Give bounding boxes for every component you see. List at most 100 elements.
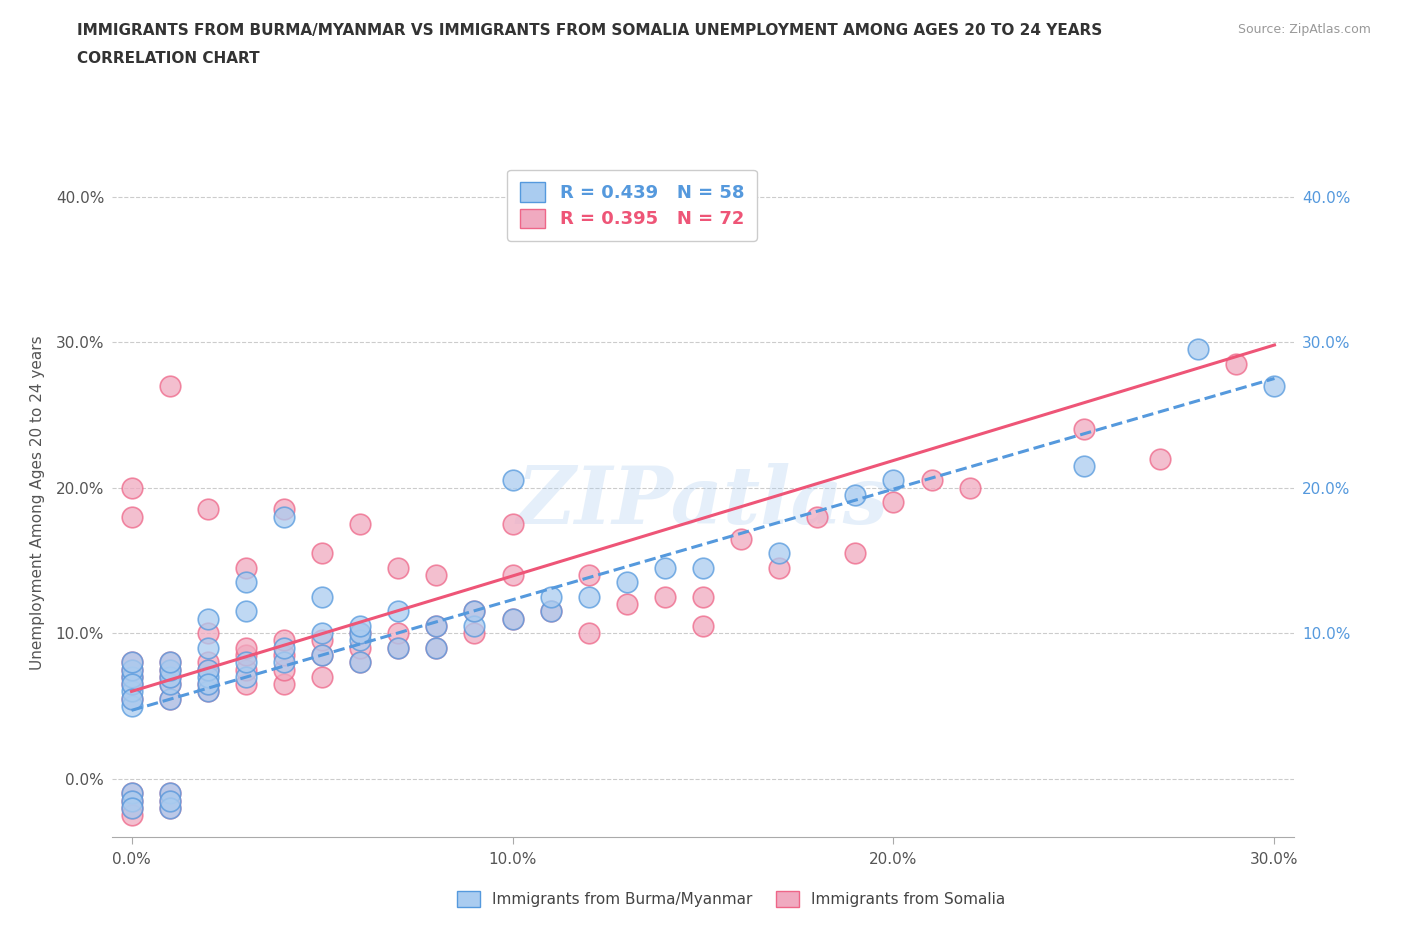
Point bbox=[197, 684, 219, 698]
Point bbox=[387, 641, 409, 656]
Point bbox=[616, 575, 638, 590]
Point bbox=[159, 662, 181, 677]
Point bbox=[1225, 356, 1247, 371]
Point bbox=[273, 510, 295, 525]
Point bbox=[121, 677, 143, 692]
Point bbox=[502, 611, 524, 626]
Point bbox=[273, 662, 295, 677]
Point bbox=[197, 626, 219, 641]
Point bbox=[768, 560, 790, 575]
Point bbox=[159, 677, 181, 692]
Point bbox=[121, 691, 143, 706]
Point bbox=[502, 473, 524, 488]
Point bbox=[197, 662, 219, 677]
Point bbox=[692, 590, 714, 604]
Point bbox=[387, 604, 409, 618]
Point bbox=[768, 546, 790, 561]
Point bbox=[235, 670, 257, 684]
Point bbox=[578, 567, 600, 582]
Point bbox=[159, 655, 181, 670]
Point bbox=[121, 480, 143, 495]
Point bbox=[159, 793, 181, 808]
Point bbox=[882, 473, 904, 488]
Point bbox=[692, 618, 714, 633]
Point bbox=[1149, 451, 1171, 466]
Point bbox=[121, 793, 143, 808]
Point bbox=[159, 670, 181, 684]
Point bbox=[159, 786, 181, 801]
Point bbox=[692, 560, 714, 575]
Point bbox=[273, 647, 295, 662]
Point bbox=[349, 655, 371, 670]
Point bbox=[197, 655, 219, 670]
Point bbox=[273, 502, 295, 517]
Point bbox=[197, 677, 219, 692]
Point bbox=[273, 633, 295, 648]
Text: CORRELATION CHART: CORRELATION CHART bbox=[77, 51, 260, 66]
Legend: R = 0.439   N = 58, R = 0.395   N = 72: R = 0.439 N = 58, R = 0.395 N = 72 bbox=[508, 170, 756, 241]
Point bbox=[844, 487, 866, 502]
Point bbox=[159, 786, 181, 801]
Point bbox=[387, 641, 409, 656]
Point bbox=[882, 495, 904, 510]
Point bbox=[311, 647, 333, 662]
Point bbox=[463, 618, 485, 633]
Point bbox=[806, 510, 828, 525]
Point bbox=[121, 801, 143, 816]
Point bbox=[121, 786, 143, 801]
Point bbox=[502, 611, 524, 626]
Point bbox=[654, 560, 676, 575]
Point bbox=[197, 684, 219, 698]
Point bbox=[121, 662, 143, 677]
Point bbox=[578, 626, 600, 641]
Point bbox=[311, 546, 333, 561]
Point bbox=[159, 677, 181, 692]
Point bbox=[197, 677, 219, 692]
Point bbox=[425, 618, 447, 633]
Point bbox=[235, 604, 257, 618]
Point bbox=[1073, 422, 1095, 437]
Point bbox=[159, 655, 181, 670]
Point bbox=[921, 473, 943, 488]
Y-axis label: Unemployment Among Ages 20 to 24 years: Unemployment Among Ages 20 to 24 years bbox=[30, 335, 45, 670]
Point bbox=[502, 567, 524, 582]
Point bbox=[121, 684, 143, 698]
Point bbox=[121, 691, 143, 706]
Point bbox=[844, 546, 866, 561]
Point bbox=[121, 655, 143, 670]
Point bbox=[273, 677, 295, 692]
Point bbox=[197, 502, 219, 517]
Point bbox=[235, 662, 257, 677]
Point bbox=[121, 793, 143, 808]
Point bbox=[121, 662, 143, 677]
Point bbox=[121, 786, 143, 801]
Point bbox=[311, 590, 333, 604]
Point bbox=[159, 670, 181, 684]
Point bbox=[349, 626, 371, 641]
Point bbox=[235, 560, 257, 575]
Point bbox=[121, 510, 143, 525]
Legend: Immigrants from Burma/Myanmar, Immigrants from Somalia: Immigrants from Burma/Myanmar, Immigrant… bbox=[451, 884, 1011, 913]
Point bbox=[121, 655, 143, 670]
Point bbox=[311, 633, 333, 648]
Point bbox=[616, 597, 638, 612]
Point bbox=[387, 560, 409, 575]
Point bbox=[121, 670, 143, 684]
Point bbox=[159, 691, 181, 706]
Point bbox=[159, 801, 181, 816]
Point bbox=[121, 677, 143, 692]
Point bbox=[540, 604, 562, 618]
Point bbox=[235, 677, 257, 692]
Point bbox=[540, 590, 562, 604]
Point bbox=[311, 626, 333, 641]
Point bbox=[349, 641, 371, 656]
Point bbox=[654, 590, 676, 604]
Point bbox=[578, 590, 600, 604]
Point bbox=[1073, 458, 1095, 473]
Point bbox=[425, 641, 447, 656]
Point bbox=[1187, 342, 1209, 357]
Text: ZIPatlas: ZIPatlas bbox=[517, 463, 889, 541]
Point bbox=[159, 793, 181, 808]
Point bbox=[159, 379, 181, 393]
Text: IMMIGRANTS FROM BURMA/MYANMAR VS IMMIGRANTS FROM SOMALIA UNEMPLOYMENT AMONG AGES: IMMIGRANTS FROM BURMA/MYANMAR VS IMMIGRA… bbox=[77, 23, 1102, 38]
